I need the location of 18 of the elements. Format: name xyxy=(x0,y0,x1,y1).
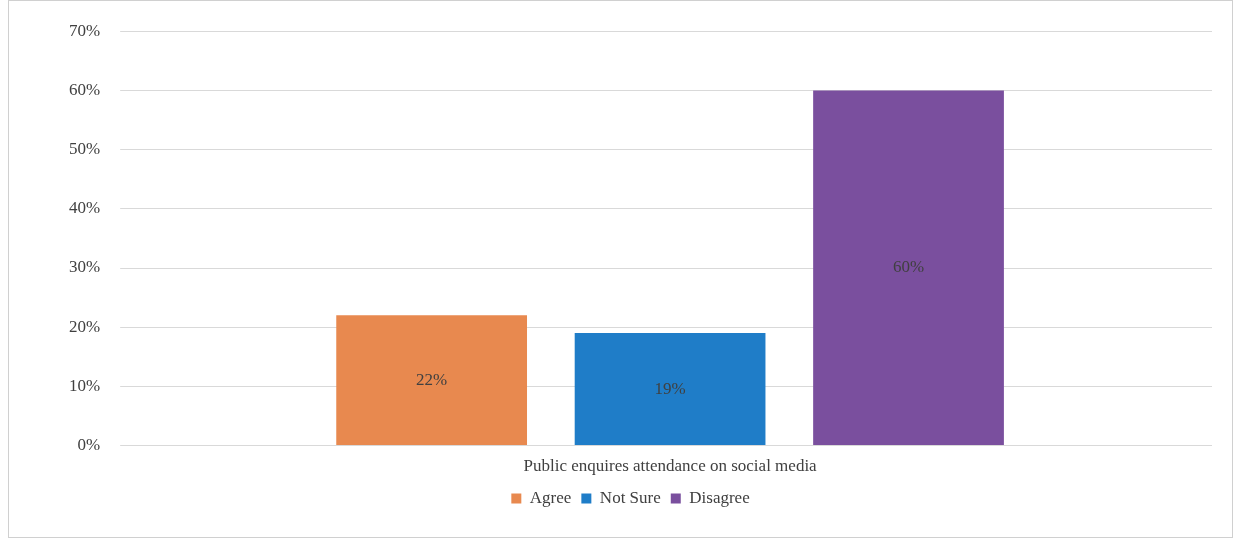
y-tick-label: 70% xyxy=(68,20,101,40)
y-tick-label: 0% xyxy=(77,435,101,455)
y-tick-label: 40% xyxy=(68,198,101,218)
bar xyxy=(336,315,528,446)
y-tick-label: 50% xyxy=(68,139,101,159)
data-label: 60% xyxy=(892,257,925,277)
data-label: 19% xyxy=(654,378,686,398)
bar xyxy=(574,333,766,446)
legend-label: Not Sure xyxy=(599,487,661,507)
data-label: 22% xyxy=(416,369,448,389)
y-tick-label: 10% xyxy=(68,375,101,395)
y-tick-label: 20% xyxy=(68,316,101,336)
y-tick-label: 60% xyxy=(68,79,101,99)
legend-label: Disagree xyxy=(689,487,750,507)
y-tick-label: 30% xyxy=(68,257,101,277)
legend-label: Agree xyxy=(529,487,572,507)
bar xyxy=(813,90,1004,446)
x-tick-label: Public enquires attendance on social media xyxy=(523,456,818,476)
